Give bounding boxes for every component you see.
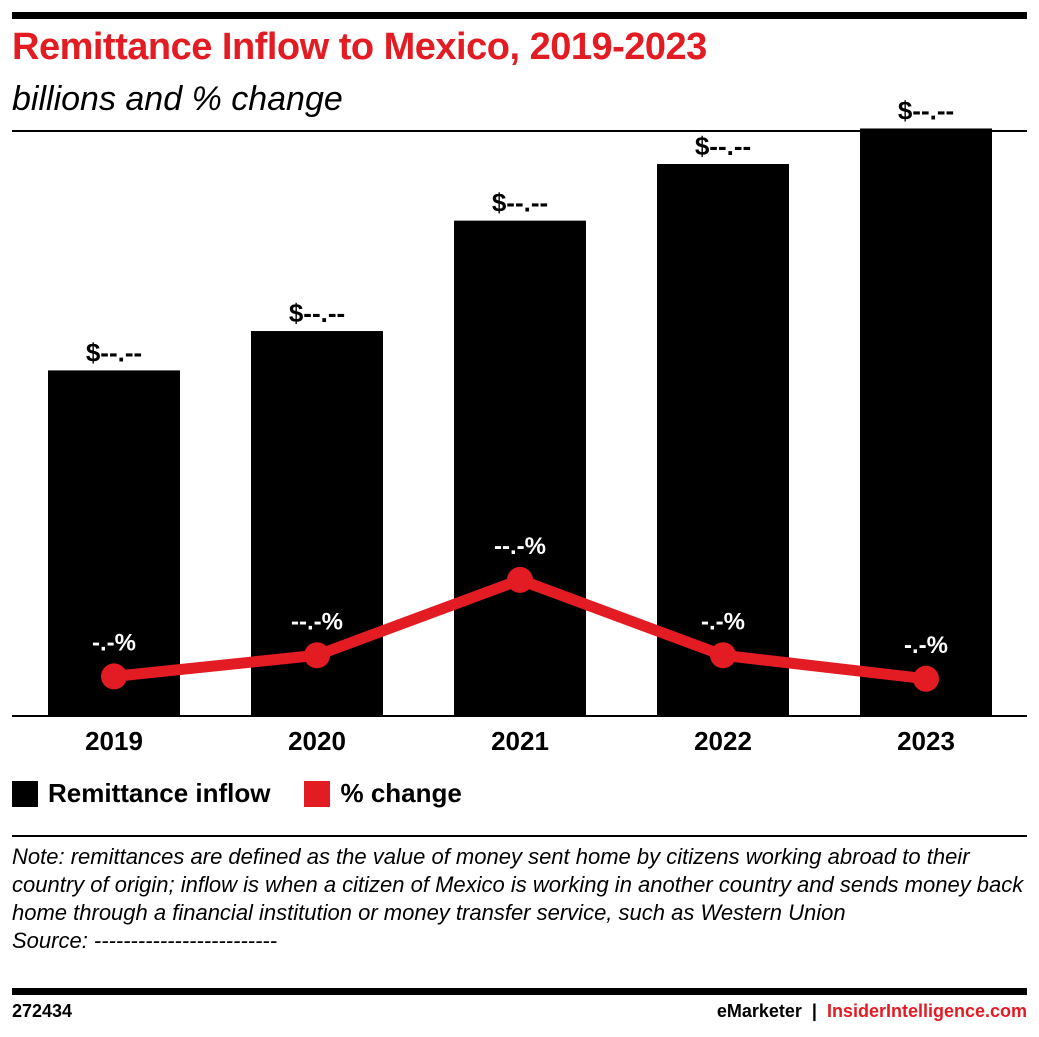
bar-value-label-2022: $--.-- bbox=[695, 131, 751, 161]
legend: Remittance inflow % change bbox=[12, 778, 496, 809]
legend-swatch-remittance-inflow bbox=[12, 780, 38, 807]
percent-point-2023 bbox=[913, 665, 939, 692]
percent-label-2020: --.-% bbox=[291, 608, 343, 635]
bar-2022 bbox=[657, 164, 789, 716]
legend-item-remittance-inflow: Remittance inflow bbox=[12, 778, 270, 809]
percent-label-2021: --.-% bbox=[494, 533, 546, 560]
bar-value-label-2019: $--.-- bbox=[86, 337, 142, 367]
percent-label-2022: -.-% bbox=[701, 608, 745, 635]
x-tick-label-2023: 2023 bbox=[897, 726, 955, 756]
labels-layer: $--.-- 2019 $--.-- 2020 $--.-- 2021 $--.-- 2022… bbox=[85, 95, 955, 756]
legend-swatch-percent-change bbox=[304, 780, 331, 807]
footnote: Note: remittances are defined as the val… bbox=[12, 843, 1027, 955]
footer-brand: eMarketer | InsiderIntelligence.com bbox=[717, 1001, 1027, 1022]
bar-2021 bbox=[454, 220, 586, 716]
brand-emarketer: eMarketer bbox=[716, 1001, 802, 1021]
percent-point-2020 bbox=[304, 642, 330, 669]
legend-item-percent-change: % change bbox=[304, 778, 462, 809]
x-tick-label-2021: 2021 bbox=[491, 726, 549, 756]
top-rule bbox=[12, 12, 1027, 19]
bar-value-label-2020: $--.-- bbox=[289, 298, 345, 328]
bar-2023 bbox=[860, 128, 992, 717]
brand-site: InsiderIntelligence.com bbox=[826, 1001, 1027, 1021]
percent-point-2019 bbox=[101, 663, 127, 690]
chart-id: 272434 bbox=[12, 1001, 73, 1021]
footer-rule bbox=[12, 988, 1027, 995]
header-rule bbox=[12, 130, 1027, 132]
x-tick-label-2022: 2022 bbox=[694, 726, 752, 756]
bar-2019 bbox=[48, 370, 180, 716]
line-layer bbox=[101, 566, 939, 692]
note-text: Note: remittances are defined as the val… bbox=[12, 844, 1024, 925]
bar-value-label-2021: $--.-- bbox=[492, 188, 548, 218]
bars-layer bbox=[48, 128, 992, 717]
chart-subtitle: billions and % change bbox=[12, 80, 343, 118]
source-text: Source: ------------------------- bbox=[12, 928, 278, 953]
percent-point-2022 bbox=[710, 642, 736, 669]
bar-value-label-2023: $--.-- bbox=[898, 95, 954, 125]
x-tick-label-2020: 2020 bbox=[288, 726, 346, 756]
percent-label-2019: -.-% bbox=[92, 629, 136, 656]
percent-point-2021 bbox=[507, 566, 533, 593]
brand-separator: | bbox=[811, 1001, 817, 1021]
legend-label-percent-change: % change bbox=[340, 778, 462, 808]
chart-title: Remittance Inflow to Mexico, 2019-2023 bbox=[12, 26, 707, 68]
note-rule bbox=[12, 835, 1027, 837]
legend-label-remittance-inflow: Remittance inflow bbox=[48, 778, 271, 808]
x-tick-label-2019: 2019 bbox=[85, 726, 143, 756]
percent-label-2023: -.-% bbox=[904, 632, 948, 659]
chart-plot: $--.-- 2019 $--.-- 2020 $--.-- 2021 $--.-- 2022… bbox=[12, 95, 1027, 756]
